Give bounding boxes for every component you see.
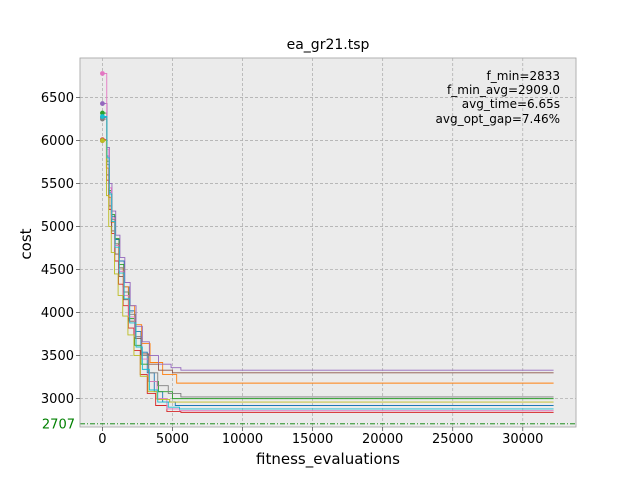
x-tick-label: 15000 (292, 432, 333, 447)
series-line-5 (102, 103, 554, 371)
y-tick-label: 4000 (41, 306, 74, 321)
stat-f-min: f_min=2833 (487, 69, 560, 83)
series-start-marker-5 (100, 101, 105, 106)
x-tick-label: 0 (98, 432, 106, 447)
stat-avg-time: avg_time=6.65s (462, 97, 560, 111)
series-line-9 (102, 140, 554, 403)
y-tick-label: 3500 (41, 349, 74, 364)
series-line-6 (102, 140, 554, 374)
y-axis-label: cost (17, 228, 35, 259)
stats-annotation: f_min=2833 f_min_avg=2909.0 avg_time=6.6… (436, 69, 561, 126)
series-start-marker-7 (100, 71, 105, 76)
stat-f-min-avg: f_min_avg=2909.0 (447, 83, 560, 97)
y-tick-label: 6000 (41, 134, 74, 149)
series-line-7 (102, 73, 554, 412)
x-tick-label: 20000 (362, 432, 403, 447)
y-tick-label: 3000 (41, 392, 74, 407)
y-tick-label: 5500 (41, 177, 74, 192)
y-tick-label: 6500 (41, 91, 74, 106)
x-tick-label: 25000 (432, 432, 473, 447)
x-tick-label: 10000 (222, 432, 263, 447)
axes-frame (79, 57, 577, 428)
x-tick-label: 30000 (502, 432, 543, 447)
series-line-10 (102, 116, 554, 410)
x-axis-label: fitness_evaluations (256, 450, 400, 469)
stat-avg-opt-gap: avg_opt_gap=7.46% (436, 112, 561, 126)
series-start-marker-3 (100, 110, 105, 116)
y-tick-label: 5000 (41, 220, 74, 235)
series-start-marker-10 (100, 114, 105, 119)
x-tick-label: 5000 (156, 432, 189, 447)
series-start-marker-9 (100, 138, 105, 143)
y-tick-label: 4500 (41, 263, 74, 278)
chart-title: ea_gr21.tsp (287, 37, 370, 53)
optimum-label: 2707 (42, 417, 75, 432)
